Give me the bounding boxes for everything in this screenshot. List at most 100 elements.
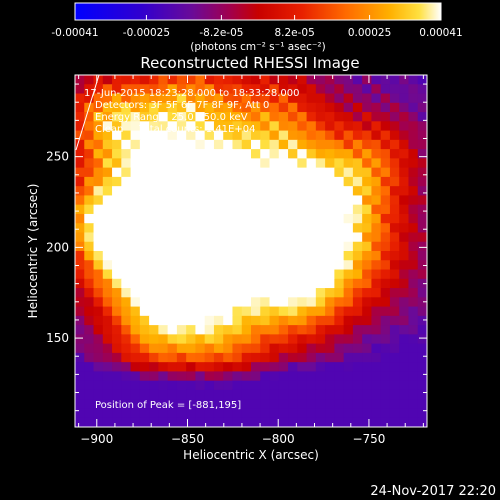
heatmap-cell bbox=[297, 417, 308, 428]
heatmap-cell bbox=[371, 176, 382, 187]
heatmap-cell bbox=[204, 343, 215, 354]
heatmap-cell bbox=[380, 176, 391, 187]
heatmap-cell bbox=[93, 417, 104, 428]
heatmap-cell bbox=[306, 149, 317, 159]
heatmap-cell bbox=[121, 204, 132, 215]
heatmap-cell bbox=[213, 139, 224, 150]
heatmap-cell bbox=[130, 75, 141, 85]
heatmap-cell bbox=[389, 223, 400, 233]
heatmap-cell bbox=[167, 186, 178, 196]
heatmap-cell bbox=[176, 334, 187, 345]
heatmap-cell bbox=[93, 112, 104, 122]
heatmap-cell bbox=[417, 389, 428, 400]
heatmap-cell bbox=[84, 362, 95, 372]
heatmap-cell bbox=[139, 241, 150, 252]
heatmap-cell bbox=[288, 167, 298, 178]
heatmap-cell bbox=[167, 389, 178, 400]
heatmap-cell bbox=[325, 158, 335, 169]
colorbar-tick-label: -0.00041 bbox=[51, 27, 98, 39]
heatmap-cell bbox=[93, 362, 104, 372]
heatmap-cell bbox=[130, 232, 141, 243]
heatmap-cell bbox=[371, 195, 382, 206]
heatmap-cell bbox=[251, 325, 261, 335]
heatmap-cell bbox=[389, 352, 400, 363]
heatmap-cell bbox=[297, 149, 308, 159]
heatmap-cell bbox=[158, 371, 169, 382]
heatmap-cell bbox=[399, 408, 409, 419]
heatmap-cell bbox=[380, 167, 391, 178]
heatmap-cell bbox=[352, 241, 363, 252]
heatmap-cell bbox=[371, 112, 382, 122]
heatmap-cell bbox=[241, 93, 252, 104]
heatmap-cell bbox=[362, 158, 372, 169]
heatmap-cell bbox=[315, 399, 326, 409]
heatmap-cell bbox=[186, 408, 196, 419]
x-tick-label: −850 bbox=[171, 432, 204, 446]
heatmap-cell bbox=[288, 334, 298, 345]
heatmap-cell bbox=[297, 380, 308, 391]
heatmap-cell bbox=[176, 325, 187, 335]
heatmap-cell bbox=[112, 121, 122, 132]
heatmap-cell bbox=[380, 315, 391, 326]
heatmap-cell bbox=[306, 399, 317, 409]
heatmap-cell bbox=[380, 389, 391, 400]
heatmap-cell bbox=[288, 380, 298, 391]
heatmap-cell bbox=[417, 130, 428, 141]
heatmap-cell bbox=[334, 306, 345, 317]
heatmap-cell bbox=[112, 315, 122, 326]
heatmap-cell bbox=[389, 93, 400, 104]
heatmap-cell bbox=[417, 241, 428, 252]
heatmap-cell bbox=[158, 251, 169, 261]
heatmap-cell bbox=[204, 232, 215, 243]
heatmap-cell bbox=[195, 75, 206, 85]
heatmap-cell bbox=[130, 167, 141, 178]
heatmap-cell bbox=[306, 278, 317, 289]
heatmap-cell bbox=[371, 389, 382, 400]
heatmap-cell bbox=[343, 93, 354, 104]
heatmap-cell bbox=[251, 260, 261, 271]
heatmap-cell bbox=[251, 306, 261, 317]
heatmap-cell bbox=[149, 213, 159, 224]
heatmap-cell bbox=[121, 167, 132, 178]
heatmap-cell bbox=[380, 260, 391, 271]
heatmap-cell bbox=[121, 417, 132, 428]
heatmap-cell bbox=[84, 223, 95, 233]
heatmap-cell bbox=[102, 204, 113, 215]
heatmap-cell bbox=[223, 408, 233, 419]
heatmap-cell bbox=[232, 176, 243, 187]
heatmap-cell bbox=[334, 417, 345, 428]
heatmap-cell bbox=[195, 149, 206, 159]
heatmap-cell bbox=[223, 130, 233, 141]
heatmap-cell bbox=[241, 241, 252, 252]
heatmap-cell bbox=[139, 149, 150, 159]
heatmap-cell bbox=[204, 195, 215, 206]
heatmap-cell bbox=[371, 417, 382, 428]
heatmap-cell bbox=[325, 75, 335, 85]
heatmap-cell bbox=[251, 352, 261, 363]
heatmap-cell bbox=[288, 288, 298, 298]
heatmap-cell bbox=[167, 213, 178, 224]
heatmap-cell bbox=[278, 325, 289, 335]
heatmap-cell bbox=[75, 213, 85, 224]
heatmap-cell bbox=[130, 325, 141, 335]
heatmap-cell bbox=[195, 167, 206, 178]
heatmap-cell bbox=[306, 204, 317, 215]
heatmap-cell bbox=[241, 343, 252, 354]
heatmap-cell bbox=[380, 186, 391, 196]
heatmap-cell bbox=[269, 371, 280, 382]
heatmap-cell bbox=[380, 213, 391, 224]
heatmap-cell bbox=[380, 84, 391, 95]
heatmap-cell bbox=[288, 251, 298, 261]
heatmap-cell bbox=[380, 371, 391, 382]
heatmap-cell bbox=[149, 371, 159, 382]
heatmap-cell bbox=[380, 306, 391, 317]
heatmap-cell bbox=[204, 352, 215, 363]
heatmap-cell bbox=[112, 417, 122, 428]
heatmap-cell bbox=[112, 223, 122, 233]
heatmap-cell bbox=[176, 371, 187, 382]
heatmap-cell bbox=[371, 84, 382, 95]
heatmap-cell bbox=[102, 315, 113, 326]
heatmap-cell bbox=[167, 278, 178, 289]
heatmap-cell bbox=[204, 417, 215, 428]
heatmap-cell bbox=[93, 269, 104, 280]
